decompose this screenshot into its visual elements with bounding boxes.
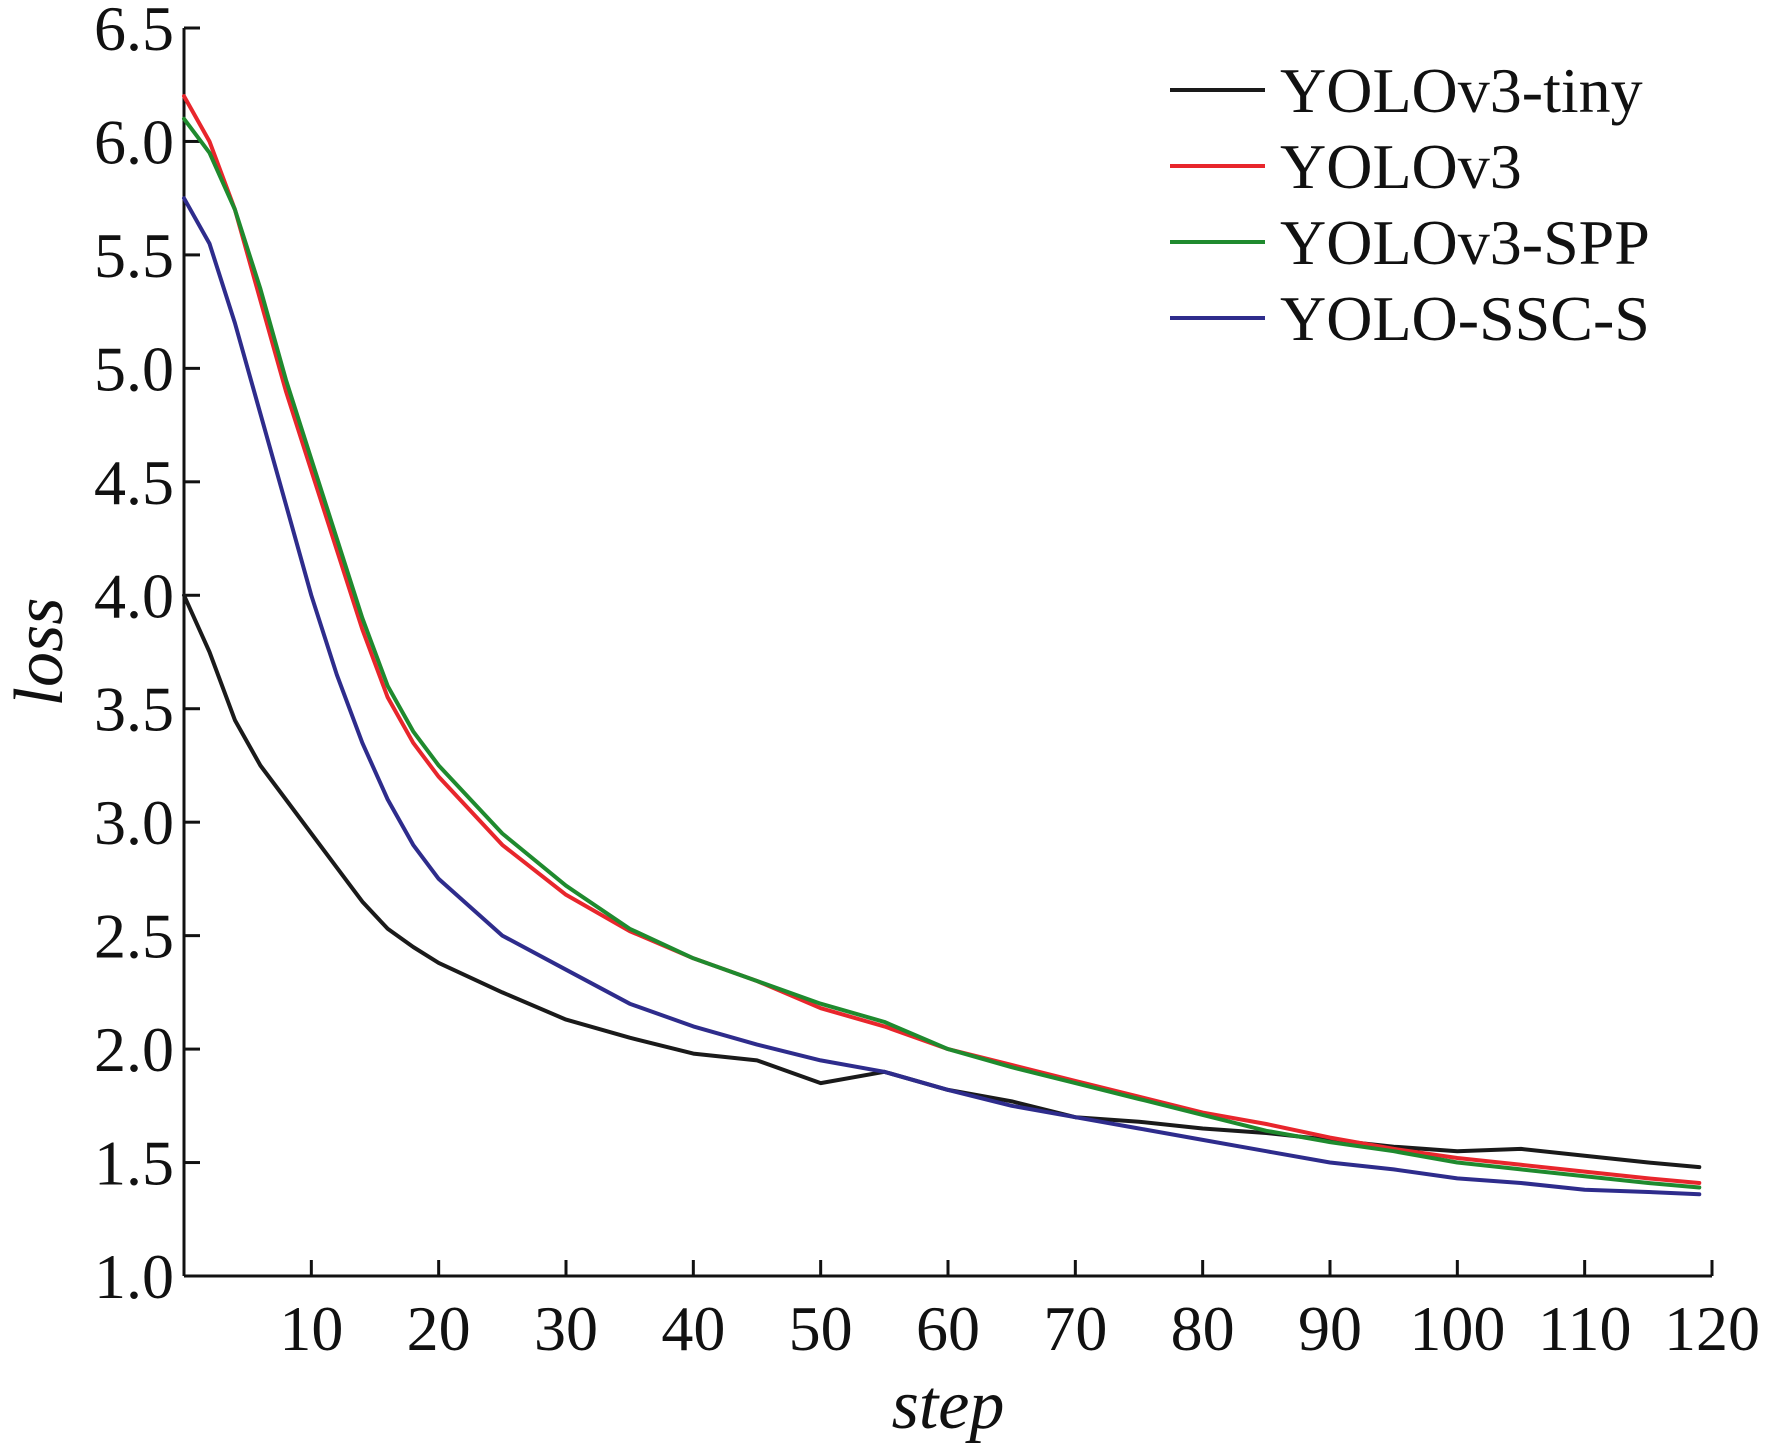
x-tick-label: 50 xyxy=(789,1293,853,1364)
y-tick-label: 3.5 xyxy=(94,674,174,745)
x-tick-label: 10 xyxy=(279,1293,343,1364)
legend-label: YOLOv3 xyxy=(1280,131,1522,202)
y-tick-label: 6.5 xyxy=(94,0,174,64)
x-tick-label: 90 xyxy=(1298,1293,1362,1364)
y-tick-label: 2.0 xyxy=(94,1014,174,1085)
series-line-yolo-ssc-s xyxy=(182,196,1702,1197)
axes: 1.0 1.5 2.0 2.5 3.0 3.5 4.0 4.5 5.0 5.5 6.0 6.5 10 20… xyxy=(94,0,1760,1364)
y-tick-label: 6.0 xyxy=(94,106,174,177)
y-tick-label: 5.0 xyxy=(94,333,174,404)
y-tick-label: 4.0 xyxy=(94,560,174,631)
y-tick-label: 3.0 xyxy=(94,787,174,858)
x-tick-label: 20 xyxy=(407,1293,471,1364)
y-tick-label: 5.5 xyxy=(94,220,174,291)
y-tick-label: 4.5 xyxy=(94,447,174,518)
series-lines xyxy=(182,94,1702,1197)
y-axis-title: loss xyxy=(1,598,78,707)
x-tick-label: 100 xyxy=(1409,1293,1505,1364)
y-tick-label: 2.5 xyxy=(94,901,174,972)
y-tick-label: 1.0 xyxy=(94,1241,174,1312)
x-tick-label: 110 xyxy=(1538,1293,1632,1364)
x-tick-label: 120 xyxy=(1664,1293,1760,1364)
x-tick-label: 60 xyxy=(916,1293,980,1364)
x-tick-label: 40 xyxy=(661,1293,725,1364)
series-line-yolov3-spp xyxy=(182,116,1702,1190)
x-axis-title: step xyxy=(892,1367,1005,1444)
x-tick-label: 70 xyxy=(1043,1293,1107,1364)
series-line-yolov3-tiny xyxy=(182,593,1702,1170)
legend-label: YOLOv3-SPP xyxy=(1280,207,1650,278)
legend-label: YOLOv3-tiny xyxy=(1280,55,1643,126)
x-tick-label: 30 xyxy=(534,1293,598,1364)
y-tick-label: 1.5 xyxy=(94,1128,174,1199)
x-tick-label: 80 xyxy=(1171,1293,1235,1364)
legend-label: YOLO-SSC-S xyxy=(1280,283,1650,354)
